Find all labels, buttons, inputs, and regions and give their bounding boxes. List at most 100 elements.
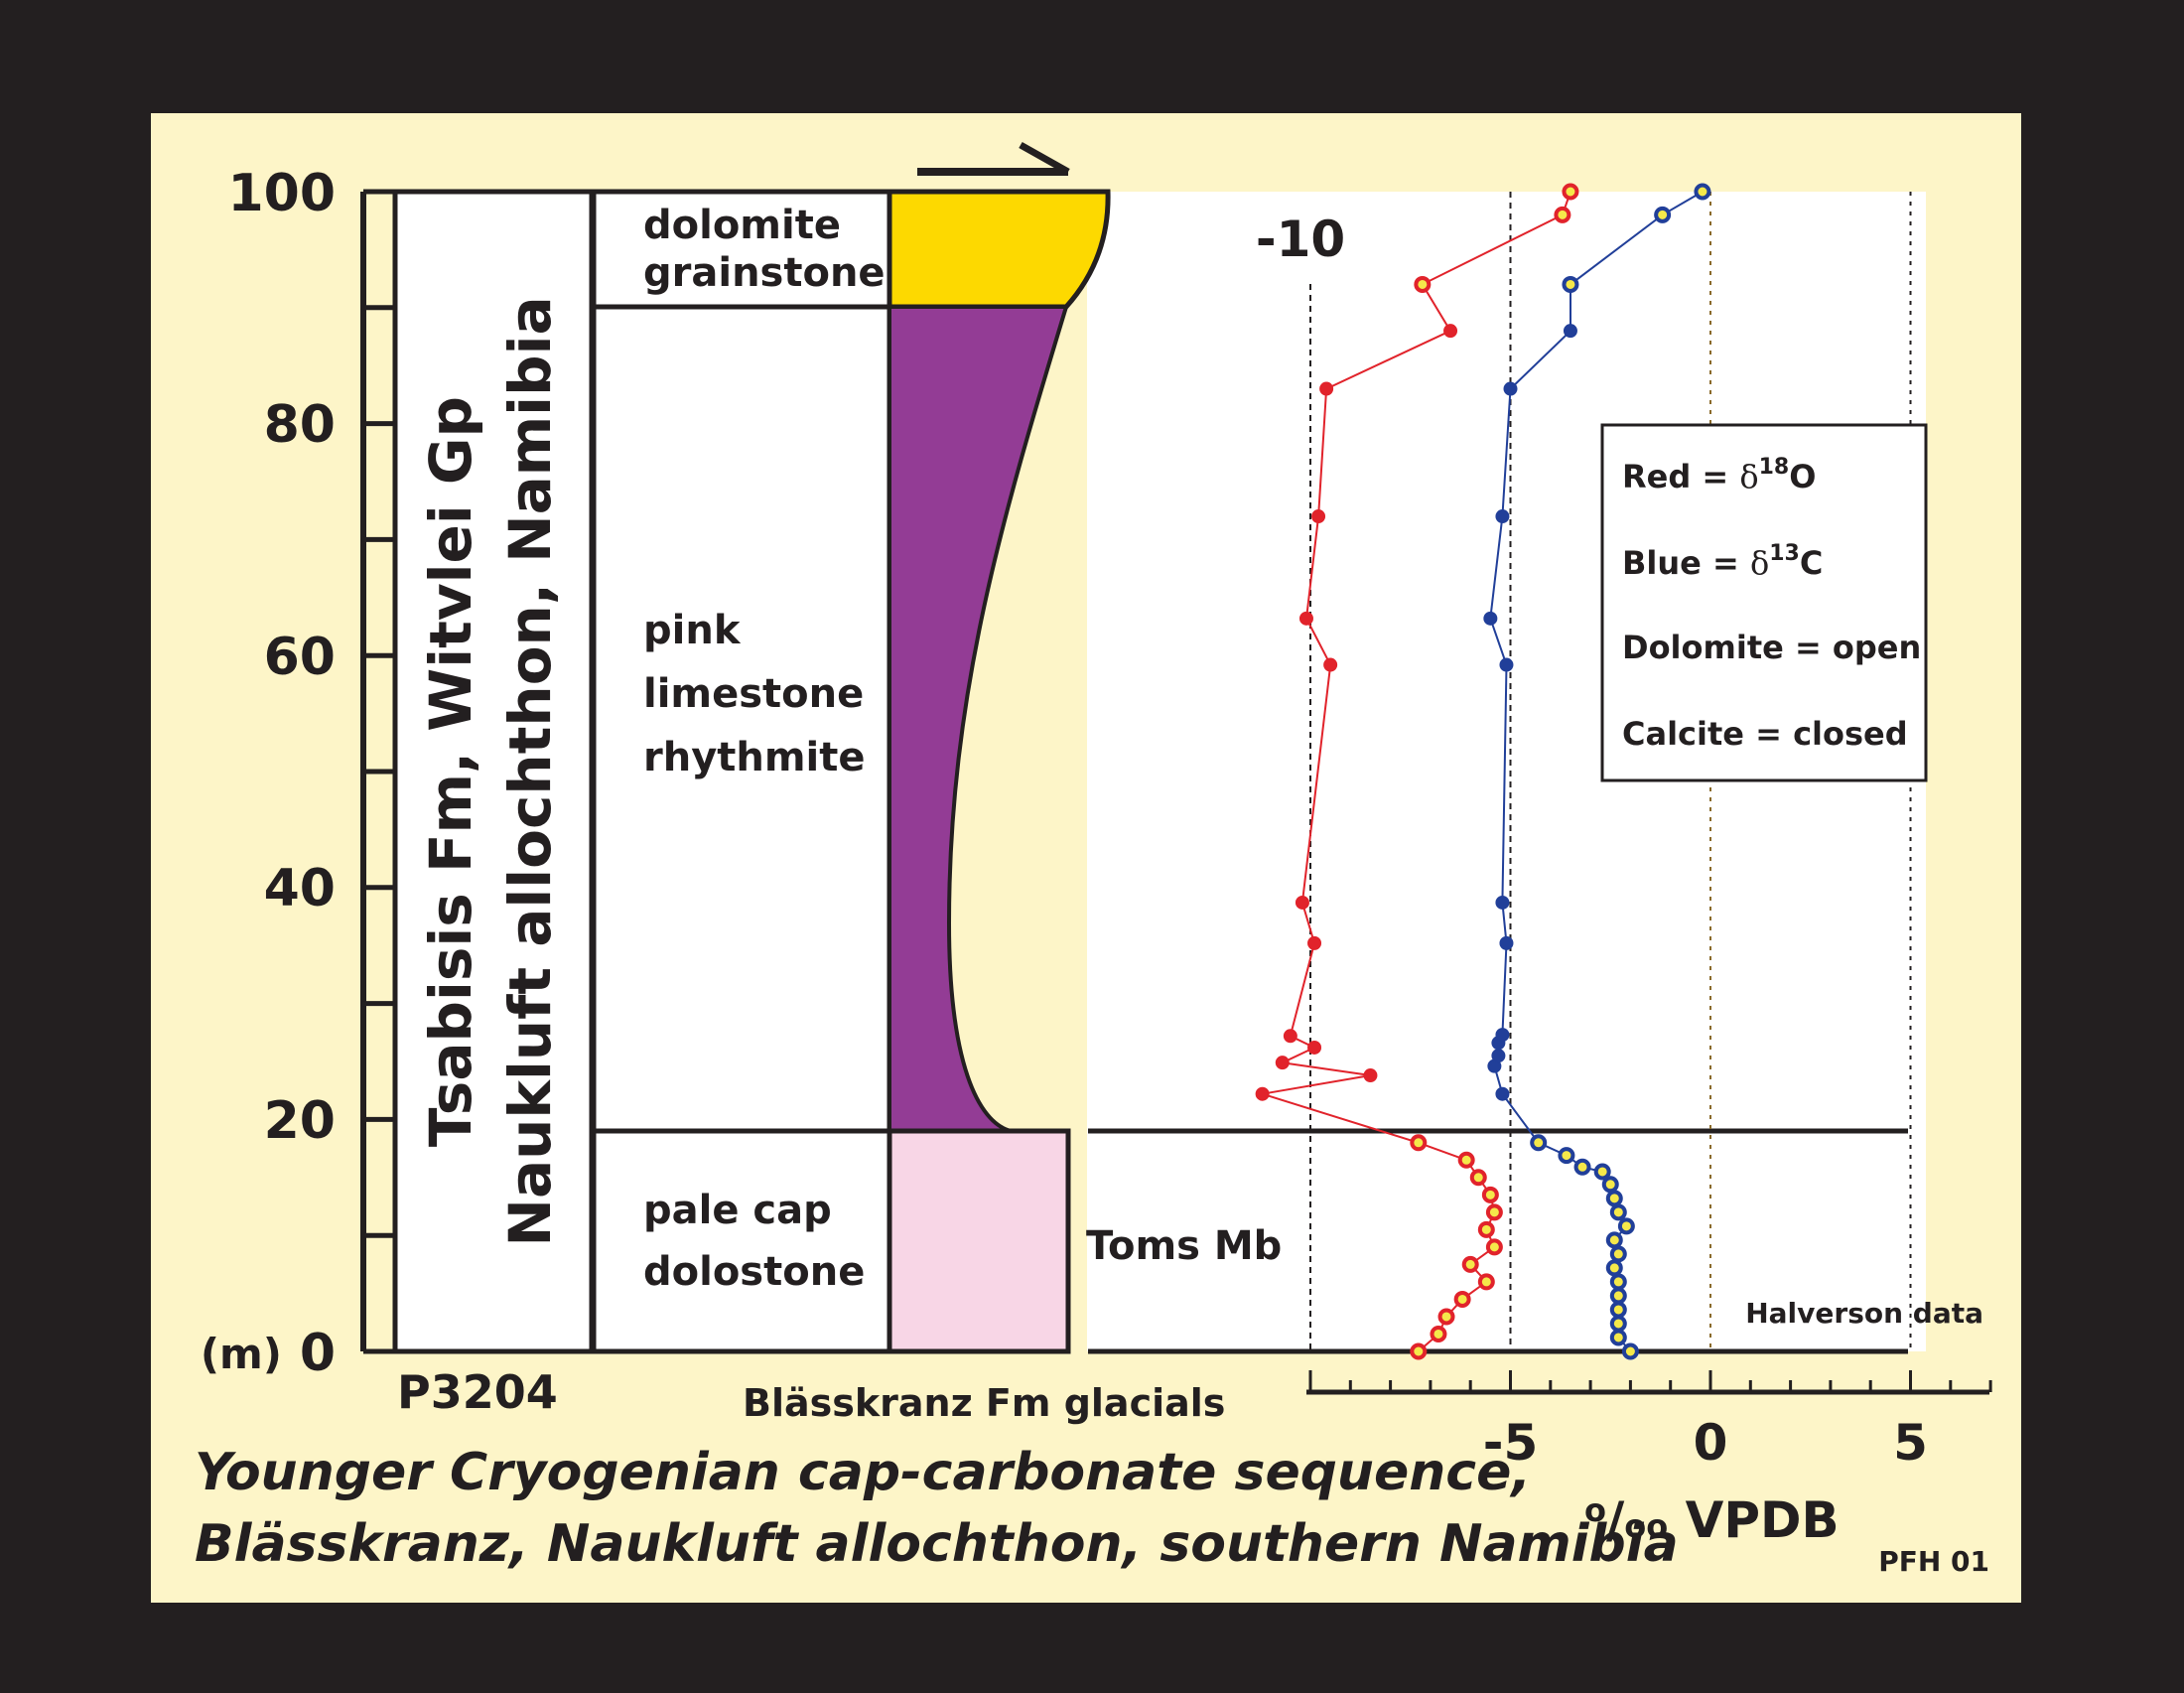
credit-label: PFH 01 xyxy=(1878,1545,1989,1578)
d13c-point-dolomite xyxy=(1609,1287,1627,1305)
dolomite-grainstone-unit xyxy=(887,189,1111,310)
depth-tick-0: 0 xyxy=(300,1324,336,1383)
d18o-point-dolomite xyxy=(1562,183,1579,201)
litho-label-pale-2: dolostone xyxy=(643,1249,865,1295)
x-axis-ticks xyxy=(1308,1370,1992,1392)
pink-limestone-unit xyxy=(887,305,1069,1133)
litho-label-pink-2: limestone xyxy=(643,671,864,717)
lithology-column: dolomite grainstone pink limestone rhyth… xyxy=(591,189,892,1354)
d13c-point-dolomite xyxy=(1593,1163,1611,1181)
legend-box: Red = δ18O Blue = δ13C Dolomite = open C… xyxy=(1600,423,1928,782)
d13c-point-dolomite xyxy=(1609,1315,1627,1333)
d13c-point-dolomite xyxy=(1573,1158,1591,1176)
glacials-label: Blässkranz Fm glacials xyxy=(743,1381,1225,1425)
d18o-point-dolomite xyxy=(1410,1134,1428,1152)
d13c-point-dolomite xyxy=(1609,1203,1627,1221)
d13c-point-dolomite xyxy=(1601,1176,1619,1194)
x-tick-label: 5 xyxy=(1893,1414,1928,1472)
vertical-title-witvlei: Tsabisis Fm, Witvlei Gp xyxy=(417,396,484,1147)
d18o-point-dolomite xyxy=(1410,1342,1428,1360)
litho-label-pale-1: pale cap xyxy=(643,1188,832,1233)
paleocurrent-arrowhead xyxy=(1019,141,1070,176)
depth-axis: 100 80 60 40 20 0 (m) xyxy=(201,164,395,1383)
d18o-point-calcite xyxy=(1311,509,1326,524)
legend-red: Red = δ18O xyxy=(1622,455,1816,495)
d18o-point-calcite xyxy=(1307,935,1322,950)
d13c-point-calcite xyxy=(1499,935,1514,950)
d18o-point-dolomite xyxy=(1485,1238,1503,1256)
d18o-point-calcite xyxy=(1319,381,1334,396)
d18o-point-calcite xyxy=(1283,1029,1297,1044)
depth-tick-100: 100 xyxy=(227,164,336,223)
x-axis-title: o/oo VPDB xyxy=(1584,1491,1840,1549)
legend-blue: Blue = δ13C xyxy=(1622,541,1823,582)
d13c-point-dolomite xyxy=(1530,1134,1548,1152)
litho-label-dolomite-1: dolomite xyxy=(643,203,841,248)
d13c-point-calcite xyxy=(1491,1049,1506,1063)
d13c-point-dolomite xyxy=(1621,1342,1639,1360)
d18o-point-dolomite xyxy=(1481,1186,1499,1203)
d18o-point-calcite xyxy=(1323,657,1338,672)
litho-label-pink-1: pink xyxy=(643,608,742,653)
member-label: Toms Mb xyxy=(1086,1223,1282,1269)
weathering-profile xyxy=(887,141,1111,1354)
d18o-point-dolomite xyxy=(1554,206,1571,223)
d13c-point-dolomite xyxy=(1609,1301,1627,1319)
d13c-point-calcite xyxy=(1495,1086,1510,1101)
d18o-point-dolomite xyxy=(1485,1203,1503,1221)
d18o-point-dolomite xyxy=(1477,1273,1495,1291)
x-tick-label: -5 xyxy=(1483,1414,1539,1472)
d13c-point-dolomite xyxy=(1654,206,1672,223)
litho-label-pink-3: rhythmite xyxy=(643,735,866,780)
legend-calcite: Calcite = closed xyxy=(1622,715,1908,753)
d18o-point-dolomite xyxy=(1453,1290,1471,1308)
x-tick-minus10-label: -10 xyxy=(1256,211,1345,268)
pale-cap-dolostone-unit xyxy=(887,1128,1071,1354)
litho-label-dolomite-2: grainstone xyxy=(643,250,886,296)
vertical-title-naukluft: Naukluft allochthon, Namibia xyxy=(496,296,564,1246)
d18o-point-calcite xyxy=(1295,895,1309,910)
depth-tick-80: 80 xyxy=(264,395,336,455)
d13c-point-dolomite xyxy=(1562,275,1579,293)
d13c-point-calcite xyxy=(1495,1028,1510,1043)
d13c-point-dolomite xyxy=(1609,1273,1627,1291)
d18o-point-dolomite xyxy=(1477,1220,1495,1238)
d13c-point-calcite xyxy=(1563,324,1577,339)
series-line-d18o xyxy=(1262,191,1571,1352)
d13c-point-dolomite xyxy=(1605,1259,1623,1277)
d13c-point-dolomite xyxy=(1609,1329,1627,1346)
d18o-point-dolomite xyxy=(1457,1151,1475,1169)
depth-tick-20: 20 xyxy=(264,1091,336,1151)
d18o-point-calcite xyxy=(1363,1068,1378,1083)
x-axis-tick-labels: -5 0 5 xyxy=(1483,1414,1928,1472)
d18o-point-calcite xyxy=(1255,1086,1270,1101)
d13c-point-calcite xyxy=(1495,895,1510,910)
depth-tick-60: 60 xyxy=(264,628,336,687)
d18o-point-dolomite xyxy=(1461,1255,1479,1273)
d13c-point-dolomite xyxy=(1694,183,1711,201)
d18o-point-calcite xyxy=(1307,1040,1322,1055)
d18o-point-dolomite xyxy=(1437,1308,1455,1326)
depth-unit-label: (m) xyxy=(201,1330,282,1378)
d18o-point-calcite xyxy=(1298,611,1313,626)
d13c-point-dolomite xyxy=(1605,1231,1623,1249)
d13c-point-dolomite xyxy=(1609,1245,1627,1263)
d18o-point-dolomite xyxy=(1430,1325,1447,1342)
formation-column-box xyxy=(392,189,595,1354)
d13c-point-calcite xyxy=(1499,657,1514,672)
d13c-point-calcite xyxy=(1503,381,1518,396)
d13c-point-dolomite xyxy=(1605,1190,1623,1207)
section-id-label: P3204 xyxy=(397,1365,558,1419)
halverson-label: Halverson data xyxy=(1745,1297,1983,1330)
d13c-point-dolomite xyxy=(1558,1147,1575,1165)
caption-line-2: Blässkranz, Naukluft allochthon, souther… xyxy=(195,1514,1679,1574)
d18o-point-calcite xyxy=(1275,1056,1290,1070)
d18o-point-dolomite xyxy=(1414,275,1432,293)
caption-line-1: Younger Cryogenian cap-carbonate sequenc… xyxy=(195,1443,1531,1502)
depth-ticks xyxy=(363,189,395,1354)
x-tick-label: 0 xyxy=(1694,1414,1728,1472)
d18o-point-dolomite xyxy=(1469,1169,1487,1187)
d13c-point-calcite xyxy=(1495,509,1510,524)
